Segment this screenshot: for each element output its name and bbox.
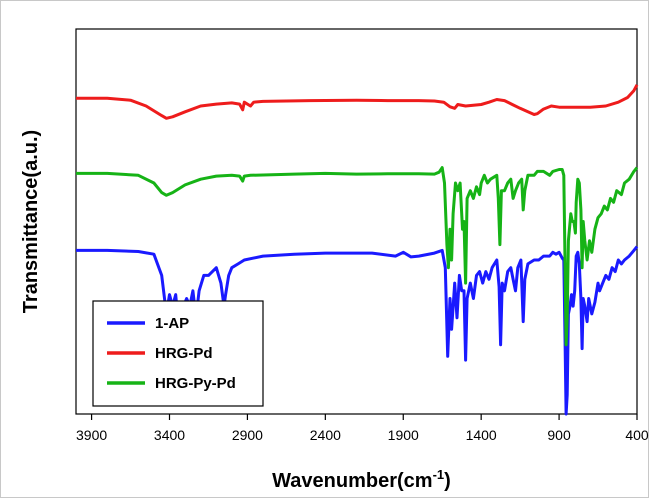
x-tick-label: 2400 [310, 427, 341, 443]
y-axis-label: Transmittance(a.u.) [20, 130, 42, 313]
x-tick-label: 2900 [232, 427, 263, 443]
plot-area [75, 28, 638, 415]
x-axis-ticks: 3900 3400 2900 2400 1900 1400 900 400 [76, 414, 649, 443]
x-tick-label: 900 [547, 427, 571, 443]
legend-label-1-ap: 1-AP [155, 315, 189, 332]
legend-label-hrg-py-pd: HRG-Py-Pd [155, 375, 236, 392]
x-tick-label: 400 [625, 427, 649, 443]
x-tick-label: 1400 [466, 427, 497, 443]
x-axis-label-main: Wavenumber(cm [272, 470, 432, 492]
series-line-1-ap [76, 245, 639, 416]
x-tick-label: 1900 [388, 427, 419, 443]
series-line-hrg-py-pd [76, 166, 639, 347]
series-layer [76, 84, 639, 416]
series-line-hrg-pd [76, 84, 639, 120]
legend-label-hrg-pd: HRG-Pd [155, 345, 213, 362]
x-axis-label-superscript: -1 [433, 467, 445, 482]
x-axis-label: Wavenumber(cm-1) [272, 467, 451, 492]
legend: 1-AP HRG-Pd HRG-Py-Pd [92, 300, 264, 407]
x-tick-label: 3400 [154, 427, 185, 443]
x-tick-label: 3900 [76, 427, 107, 443]
x-axis-label-suffix: ) [444, 470, 451, 492]
